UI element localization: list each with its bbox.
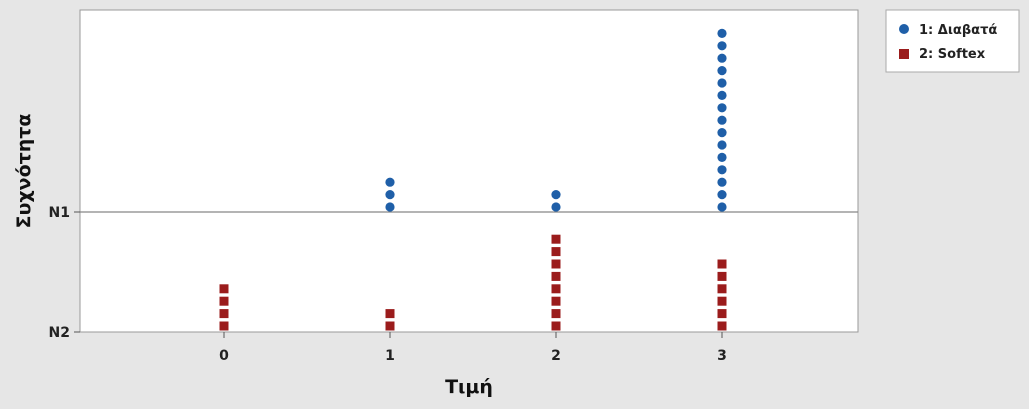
y-tick-label: N1 bbox=[49, 205, 70, 221]
legend: 1: Διαβατά 2: Softex bbox=[885, 9, 1020, 73]
dot-point-softex bbox=[219, 296, 229, 306]
dot-point-softex bbox=[385, 321, 395, 331]
dot-point-softex bbox=[717, 259, 727, 269]
dot-point-diabata bbox=[717, 115, 727, 125]
x-axis-title: Τιμή bbox=[445, 376, 493, 398]
x-tick-label: 0 bbox=[219, 348, 229, 364]
dot-point-diabata bbox=[717, 140, 727, 150]
dot-point-softex bbox=[385, 309, 395, 319]
dot-point-softex bbox=[717, 296, 727, 306]
dot-point-diabata bbox=[717, 41, 727, 51]
dot-point-softex bbox=[551, 321, 561, 331]
dot-point-diabata bbox=[717, 53, 727, 63]
dot-point-softex bbox=[219, 321, 229, 331]
dot-point-diabata bbox=[717, 165, 727, 175]
legend-marker-softex bbox=[899, 49, 909, 59]
dot-point-diabata bbox=[717, 152, 727, 162]
dot-point-softex bbox=[551, 234, 561, 244]
dot-point-softex bbox=[717, 309, 727, 319]
dot-point-softex bbox=[219, 284, 229, 294]
dot-point-softex bbox=[551, 259, 561, 269]
dot-point-softex bbox=[551, 271, 561, 281]
dot-point-softex bbox=[219, 309, 229, 319]
dot-point-diabata bbox=[717, 90, 727, 100]
dot-point-diabata bbox=[551, 190, 561, 200]
dot-point-softex bbox=[717, 321, 727, 331]
dot-point-diabata bbox=[385, 190, 395, 200]
dot-point-diabata bbox=[717, 177, 727, 187]
x-tick-label: 2 bbox=[551, 348, 561, 364]
legend-label-diabata: 1: Διαβατά bbox=[919, 23, 997, 38]
dot-point-softex bbox=[551, 309, 561, 319]
legend-box bbox=[885, 9, 1020, 73]
dot-point-diabata bbox=[717, 103, 727, 113]
dot-point-softex bbox=[551, 296, 561, 306]
x-tick-label: 3 bbox=[717, 348, 727, 364]
legend-marker-diabata bbox=[899, 24, 909, 34]
dot-point-diabata bbox=[717, 202, 727, 212]
dot-point-diabata bbox=[551, 202, 561, 212]
y-tick-label: N2 bbox=[49, 325, 70, 341]
dot-point-diabata bbox=[717, 128, 727, 138]
legend-label-softex: 2: Softex bbox=[919, 47, 986, 62]
dot-point-diabata bbox=[385, 202, 395, 212]
x-axis: 0 1 2 3 bbox=[219, 332, 727, 364]
dot-point-diabata bbox=[717, 66, 727, 76]
data-points bbox=[219, 28, 727, 331]
x-tick-label: 1 bbox=[385, 348, 395, 364]
dot-point-softex bbox=[551, 247, 561, 257]
dot-point-softex bbox=[717, 271, 727, 281]
dot-point-diabata bbox=[717, 190, 727, 200]
dot-point-diabata bbox=[385, 177, 395, 187]
dot-point-softex bbox=[717, 284, 727, 294]
plot-area bbox=[79, 9, 859, 333]
dot-point-softex bbox=[551, 284, 561, 294]
dot-point-diabata bbox=[717, 28, 727, 38]
y-axis-title: Συχνότητα bbox=[13, 114, 35, 229]
dot-point-diabata bbox=[717, 78, 727, 88]
y-axis: N1 N2 bbox=[49, 205, 80, 341]
